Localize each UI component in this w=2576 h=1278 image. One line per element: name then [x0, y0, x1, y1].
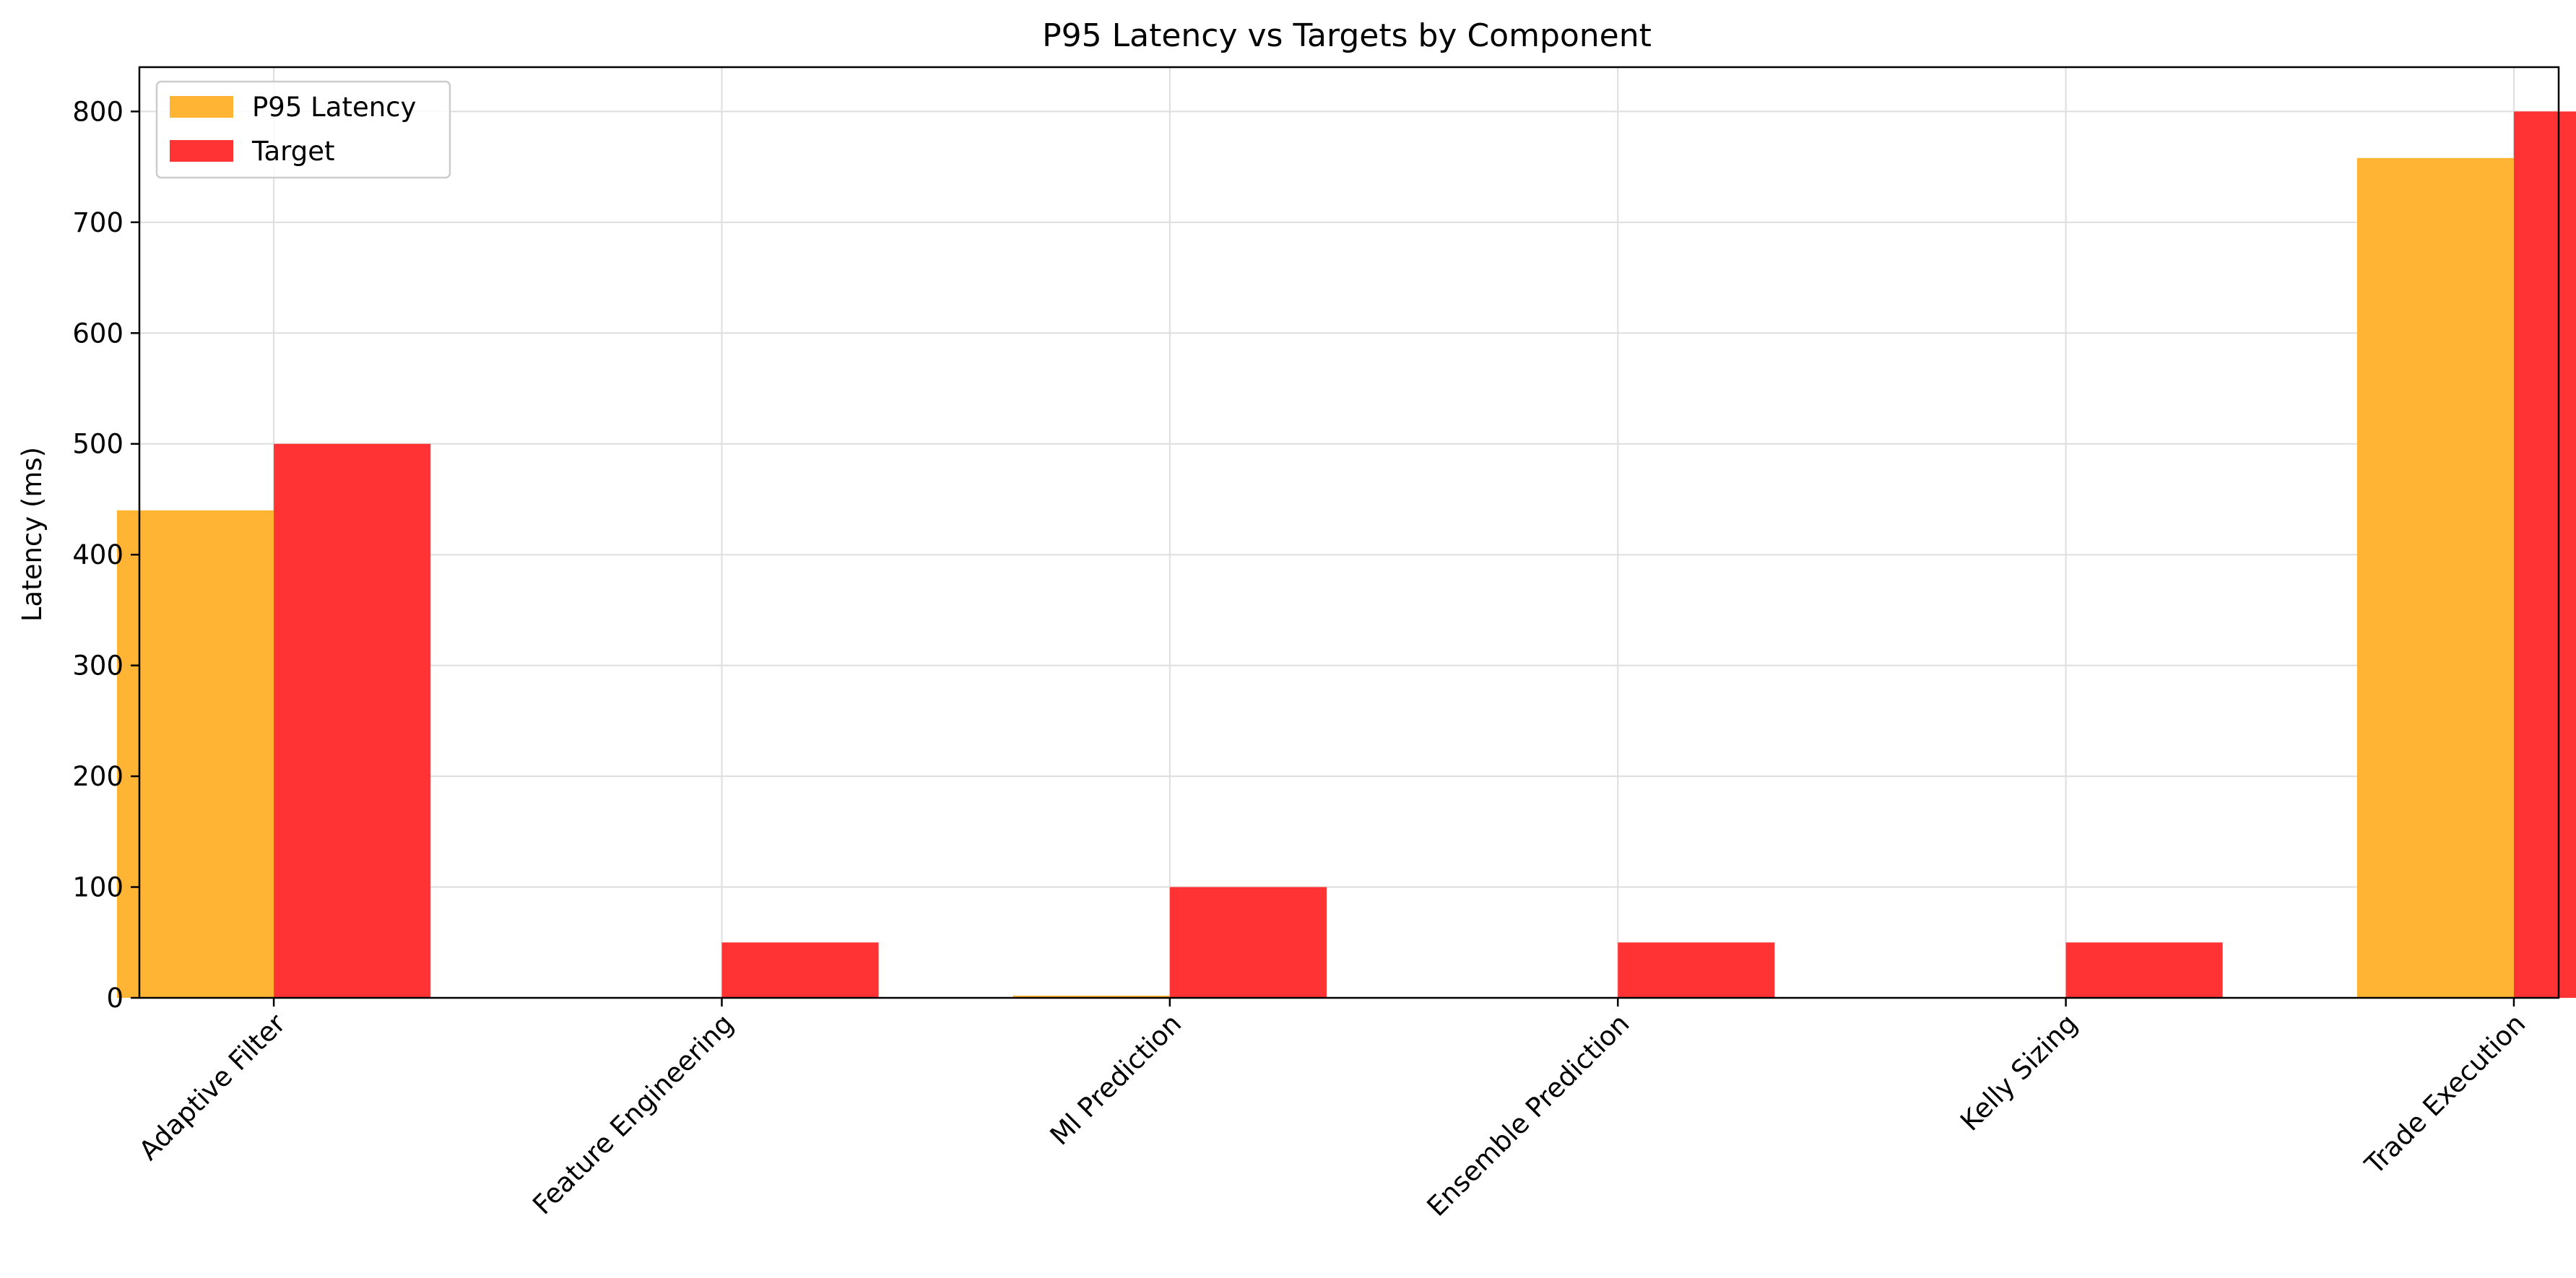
- legend-label: P95 Latency: [252, 92, 416, 123]
- bar-target-1: [721, 942, 879, 998]
- y-tick-label: 200: [72, 761, 123, 792]
- bars: [116, 111, 2576, 999]
- legend-swatch: [170, 96, 233, 118]
- grid-lines: [139, 67, 2559, 999]
- x-axis: Adaptive Filter Feature Engineering Ml Pre…: [133, 998, 2531, 1222]
- y-tick-label: 300: [72, 651, 123, 682]
- y-tick-label: 0: [106, 983, 123, 1014]
- bar-p95-latency-0: [116, 510, 274, 998]
- bar-target-5: [2513, 111, 2576, 998]
- x-tick-label: Ensemble Prediction: [1421, 1008, 1636, 1222]
- y-tick-label: 500: [72, 429, 123, 460]
- bar-target-2: [1169, 887, 1327, 998]
- bar-target-3: [1618, 942, 1775, 998]
- plot-frame: [138, 66, 2560, 999]
- bar-p95-latency-2: [1012, 995, 1170, 998]
- x-tick-label: Kelly Sizing: [1954, 1008, 2083, 1137]
- legend: P95 Latency Target: [155, 80, 451, 179]
- legend-label: Target: [251, 136, 334, 167]
- y-tick-label: 600: [72, 318, 123, 349]
- bar-target-4: [2065, 942, 2223, 998]
- y-tick-label: 700: [72, 207, 123, 238]
- y-tick-label: 100: [72, 872, 123, 903]
- y-tick-label: 400: [72, 539, 123, 570]
- bar-target-0: [274, 443, 431, 998]
- y-axis: 0 100 200 300 400 500 600 700 800: [72, 96, 139, 1014]
- y-axis-label: Latency (ms): [17, 447, 48, 622]
- bar-p95-latency-5: [2356, 157, 2514, 999]
- x-tick-label: Trade Execution: [2359, 1008, 2531, 1181]
- x-tick-label: Adaptive Filter: [133, 1007, 292, 1166]
- chart-title: P95 Latency vs Targets by Component: [1042, 17, 1652, 54]
- x-tick-label: Feature Engineering: [526, 1008, 740, 1221]
- y-tick-label: 800: [72, 96, 123, 127]
- x-tick-label: Ml Prediction: [1044, 1008, 1188, 1152]
- legend-swatch: [170, 140, 233, 162]
